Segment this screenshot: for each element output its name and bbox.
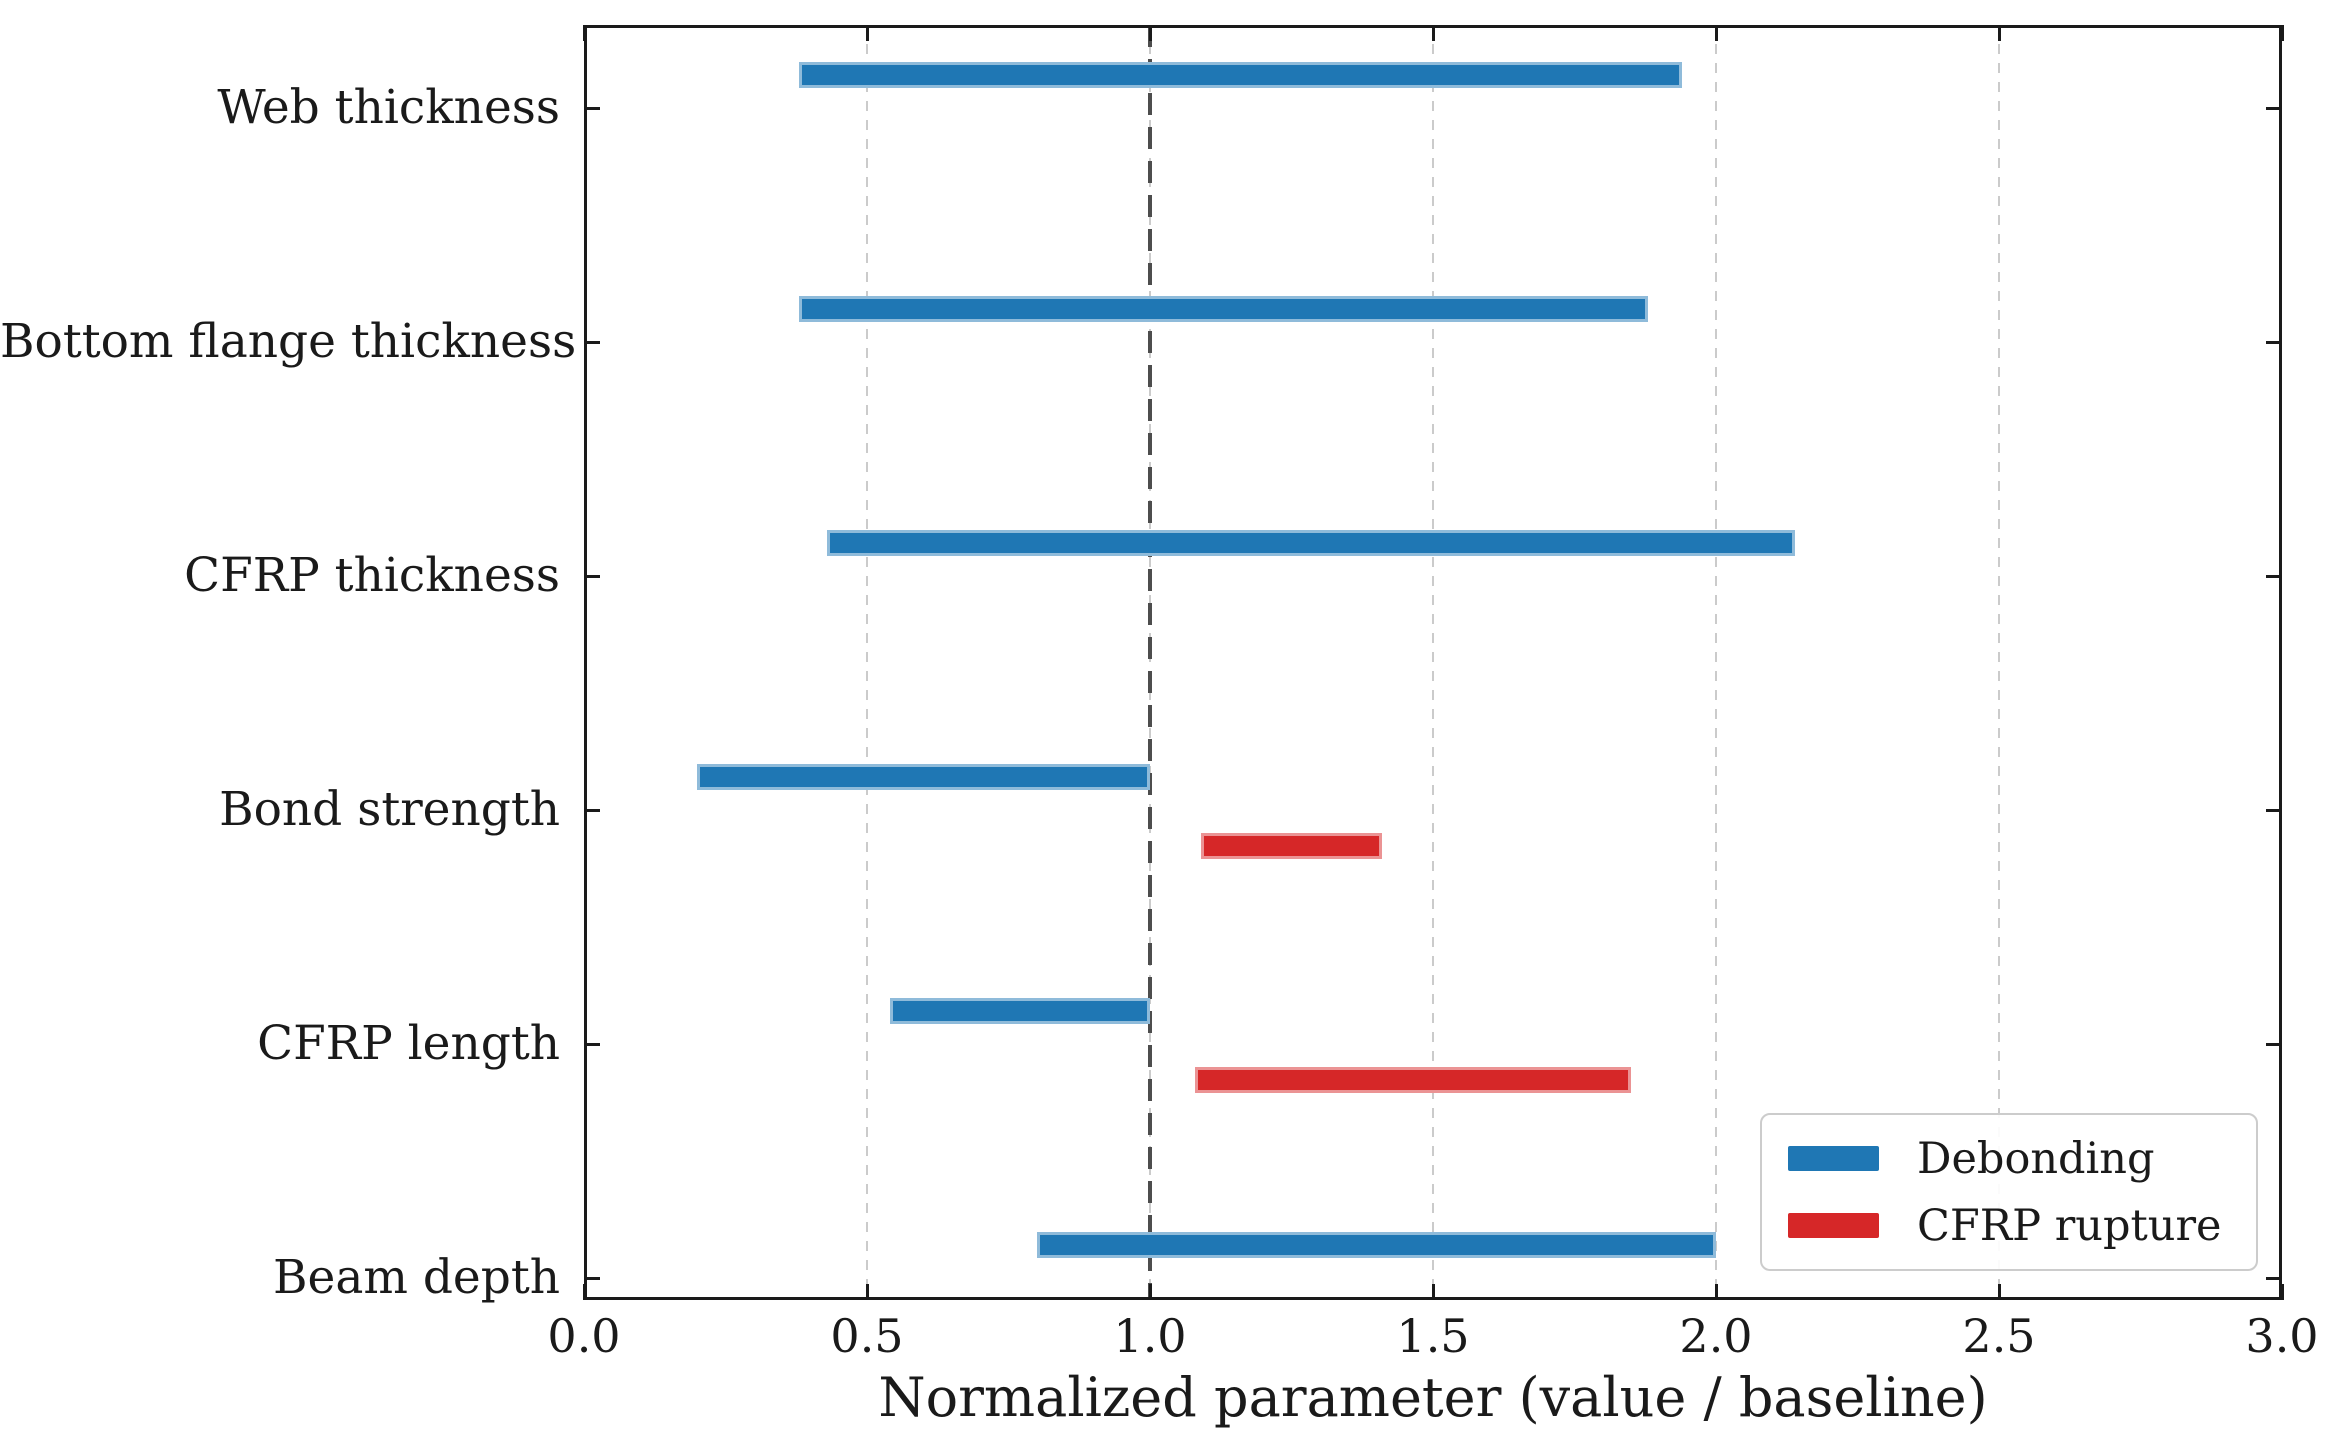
x-tick-top: [865, 25, 869, 41]
x-tick-top: [1431, 25, 1435, 41]
legend-swatch-cfrp-rupture: [1788, 1213, 1879, 1238]
x-tick-label: 2.0: [1679, 1309, 1753, 1363]
x-tick-label: 0.5: [830, 1309, 904, 1363]
y-tick-right: [2266, 106, 2282, 110]
x-tick-top: [1148, 25, 1152, 41]
bar-debonding-beam-depth: [1036, 1232, 1716, 1258]
x-tick-bottom: [1431, 1284, 1435, 1300]
legend-label-cfrp-rupture: CFRP rupture: [1917, 1200, 2222, 1251]
x-tick-label: 2.5: [1962, 1309, 2036, 1363]
gridline-x-0.5: [866, 25, 868, 1300]
y-tick-right: [2266, 1042, 2282, 1046]
gridline-x-2: [1715, 25, 1717, 1300]
legend: Debonding CFRP rupture: [1760, 1113, 2258, 1271]
x-tick-bottom: [2280, 1284, 2284, 1300]
x-tick-top: [2280, 25, 2284, 41]
x-tick-top: [1714, 25, 1718, 41]
y-axis-label-beam-depth: Beam depth: [272, 1250, 560, 1305]
bar-debonding-bottom-flange-thickness: [799, 296, 1649, 322]
y-tick-left: [584, 1276, 600, 1280]
y-tick-left: [584, 574, 600, 578]
x-tick-label: 1.0: [1113, 1309, 1187, 1363]
y-tick-right: [2266, 574, 2282, 578]
legend-item-debonding: Debonding: [1788, 1136, 2256, 1182]
baseline-dashed-line: [1148, 25, 1152, 1300]
legend-label-debonding: Debonding: [1917, 1133, 2155, 1184]
bar-cfrp-rupture-bond-strength: [1200, 833, 1383, 859]
x-tick-top: [1997, 25, 2001, 41]
bar-debonding-web-thickness: [799, 62, 1683, 88]
y-axis-label-bond-strength: Bond strength: [219, 782, 560, 837]
x-tick-label: 1.5: [1396, 1309, 1470, 1363]
bar-debonding-cfrp-length: [889, 998, 1150, 1024]
bar-cfrp-rupture-cfrp-length: [1195, 1067, 1632, 1093]
x-tick-bottom: [582, 1284, 586, 1300]
y-tick-right: [2266, 1276, 2282, 1280]
x-tick-bottom: [1997, 1284, 2001, 1300]
x-tick-bottom: [1148, 1284, 1152, 1300]
y-tick-left: [584, 340, 600, 344]
x-tick-top: [582, 25, 586, 41]
legend-item-cfrp-rupture: CFRP rupture: [1788, 1203, 2256, 1249]
y-tick-left: [584, 1042, 600, 1046]
plot-area: [582, 25, 2284, 1300]
x-tick-bottom: [1714, 1284, 1718, 1300]
bar-debonding-cfrp-thickness: [827, 530, 1796, 556]
y-axis-label-cfrp-length: CFRP length: [257, 1016, 560, 1071]
gridline-x-1.5: [1432, 25, 1434, 1300]
y-tick-right: [2266, 340, 2282, 344]
y-axis-label-bottom-flange-thickness: Bottom flange thickness: [0, 314, 577, 369]
y-tick-left: [584, 808, 600, 812]
x-axis-title: Normalized parameter (value / baseline): [878, 1366, 1988, 1429]
y-axis-label-cfrp-thickness: CFRP thickness: [184, 548, 560, 603]
y-tick-right: [2266, 808, 2282, 812]
y-axis-label-web-thickness: Web thickness: [217, 80, 560, 135]
gridline-x-2.5: [1998, 25, 2000, 1300]
x-tick-label: 3.0: [2245, 1309, 2319, 1363]
x-tick-label: 0.0: [547, 1309, 621, 1363]
y-tick-left: [584, 106, 600, 110]
legend-swatch-debonding: [1788, 1146, 1879, 1171]
x-tick-bottom: [865, 1284, 869, 1300]
bar-debonding-bond-strength: [697, 764, 1150, 790]
